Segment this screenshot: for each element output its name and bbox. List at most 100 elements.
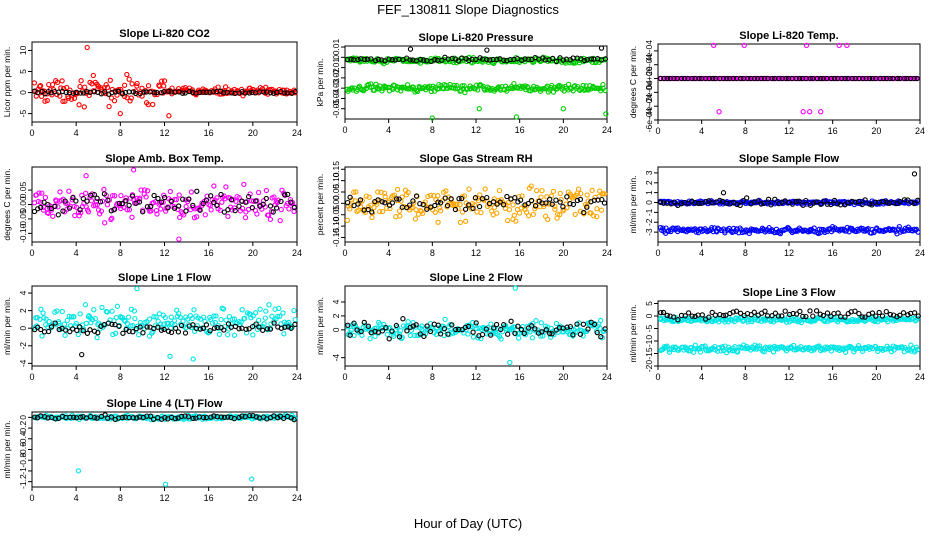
x-tick-label: 8 <box>430 125 435 135</box>
data-point <box>351 320 357 326</box>
data-point <box>514 55 521 62</box>
data-point <box>190 322 196 328</box>
x-tick-label: 24 <box>602 372 612 382</box>
data-point <box>348 202 354 208</box>
data-point <box>493 321 500 328</box>
outlier-point <box>407 46 414 52</box>
data-point <box>253 321 259 327</box>
data-point <box>464 85 471 92</box>
data-point <box>42 98 48 104</box>
data-point <box>849 198 855 205</box>
data-point <box>717 197 723 204</box>
data-point <box>108 414 115 420</box>
data-point <box>50 213 56 219</box>
y-tick-label: 10 <box>18 45 28 55</box>
data-point <box>210 89 216 95</box>
y-tick-label: -4 <box>331 354 341 362</box>
series-points <box>657 75 920 82</box>
data-point <box>703 75 709 82</box>
x-tick-label: 12 <box>159 248 169 258</box>
data-point <box>911 75 917 82</box>
data-point <box>796 198 802 204</box>
data-point <box>807 75 814 82</box>
data-point <box>102 412 108 418</box>
data-point <box>512 324 518 330</box>
data-point <box>347 332 353 338</box>
data-point <box>859 314 865 320</box>
x-tick-label: 20 <box>248 372 258 382</box>
x-tick-label: 0 <box>655 372 660 382</box>
data-point <box>449 55 455 62</box>
data-point <box>243 199 249 205</box>
data-point <box>790 310 796 317</box>
data-point <box>538 320 544 326</box>
data-point <box>239 325 245 331</box>
data-point <box>720 312 727 319</box>
data-point <box>456 196 462 202</box>
x-tick-label: 16 <box>828 126 838 136</box>
data-point <box>859 201 865 208</box>
data-point <box>455 58 462 64</box>
data-point <box>420 210 426 217</box>
data-point <box>85 209 92 215</box>
data-point <box>728 228 734 234</box>
data-point <box>200 325 207 331</box>
data-point <box>152 323 158 329</box>
data-point <box>189 89 196 95</box>
y-tick-label: 1 <box>644 190 654 195</box>
data-point <box>80 195 86 202</box>
data-point <box>151 90 158 96</box>
data-point <box>813 199 820 205</box>
data-point <box>218 191 224 198</box>
data-point <box>598 334 604 340</box>
data-point <box>134 415 140 421</box>
data-point <box>800 202 806 208</box>
data-point <box>877 75 883 82</box>
y-tick-label: 0.01 <box>331 38 341 55</box>
y-tick-label: 2 <box>644 180 654 185</box>
data-point <box>167 188 173 195</box>
plot-frame <box>31 411 298 488</box>
data-point <box>894 75 901 82</box>
data-point <box>175 329 182 335</box>
y-tick-label: 0 <box>644 313 654 318</box>
data-point <box>255 189 262 196</box>
data-point <box>588 210 594 216</box>
data-point <box>734 348 740 354</box>
data-point <box>452 206 459 213</box>
data-point <box>229 316 236 322</box>
data-point <box>838 316 844 322</box>
data-point <box>844 224 850 231</box>
data-point <box>448 196 454 202</box>
x-tick-label: 20 <box>558 248 568 258</box>
data-point <box>130 329 136 335</box>
data-point <box>601 200 608 206</box>
data-point <box>208 414 214 420</box>
data-point <box>810 200 817 206</box>
data-point <box>83 320 89 327</box>
data-point <box>737 310 744 316</box>
y-tick-label: -0.8 <box>18 453 28 468</box>
data-point <box>247 191 253 197</box>
data-point <box>188 189 195 195</box>
data-point <box>660 200 667 206</box>
panel-title: Slope Gas Stream RH <box>419 153 532 165</box>
data-point <box>226 313 233 320</box>
data-point <box>512 330 518 336</box>
data-point <box>125 314 132 320</box>
data-point <box>866 75 873 82</box>
y-tick-label: -2e-04 <box>644 80 654 105</box>
panel-1: Slope Li-820 CO2 0 4 8 12 16 20 24 -5 0 5 10 Licor p… <box>2 28 302 138</box>
data-point <box>796 75 803 82</box>
data-point <box>491 204 498 211</box>
data-point <box>63 89 69 96</box>
data-point <box>155 324 161 330</box>
data-point <box>165 320 172 326</box>
data-point <box>736 230 742 236</box>
data-point <box>119 91 126 97</box>
data-point <box>228 197 235 203</box>
data-point <box>269 313 275 319</box>
y-tick-label: -0.10 <box>331 216 341 236</box>
data-point <box>498 326 504 333</box>
data-point <box>77 83 83 90</box>
